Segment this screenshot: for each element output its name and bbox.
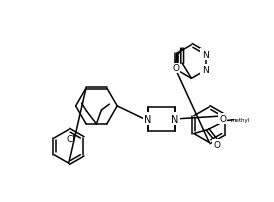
Text: O: O (213, 140, 220, 149)
Text: N: N (144, 114, 152, 124)
Text: N: N (202, 66, 209, 75)
Text: O: O (172, 64, 179, 73)
Text: Cl: Cl (66, 134, 75, 143)
Text: N: N (202, 50, 209, 59)
Text: N: N (171, 114, 178, 124)
Text: methyl: methyl (231, 118, 250, 123)
Text: O: O (219, 115, 226, 124)
